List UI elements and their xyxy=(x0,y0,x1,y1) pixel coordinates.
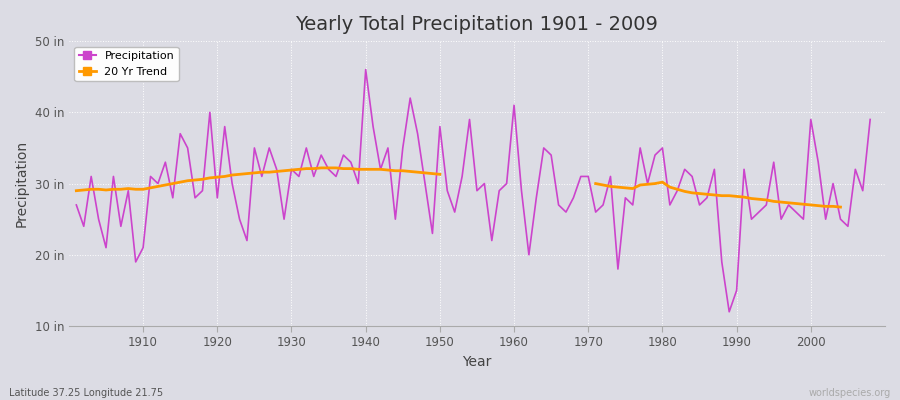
Y-axis label: Precipitation: Precipitation xyxy=(15,140,29,227)
Title: Yearly Total Precipitation 1901 - 2009: Yearly Total Precipitation 1901 - 2009 xyxy=(295,15,659,34)
Text: Latitude 37.25 Longitude 21.75: Latitude 37.25 Longitude 21.75 xyxy=(9,388,163,398)
Legend: Precipitation, 20 Yr Trend: Precipitation, 20 Yr Trend xyxy=(75,47,179,81)
Text: worldspecies.org: worldspecies.org xyxy=(809,388,891,398)
X-axis label: Year: Year xyxy=(463,355,491,369)
